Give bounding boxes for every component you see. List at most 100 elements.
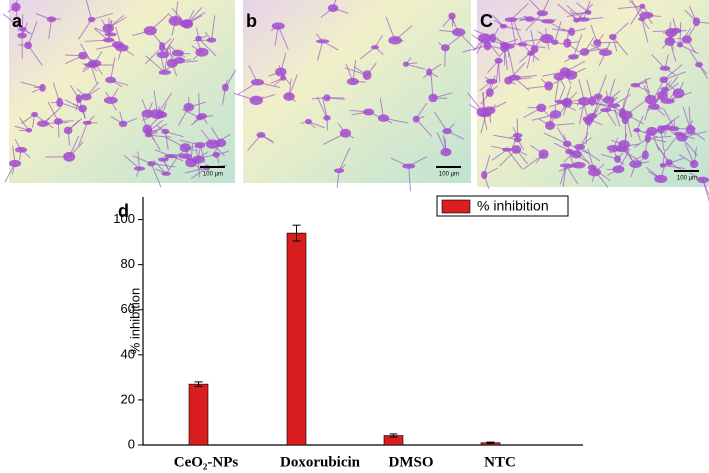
cell-process	[405, 63, 426, 70]
cell-process	[543, 132, 568, 145]
cell	[501, 147, 513, 152]
cell	[507, 74, 521, 81]
cell-process	[317, 41, 324, 61]
cell	[440, 44, 450, 52]
cell	[17, 32, 27, 39]
cell	[561, 97, 573, 108]
cell-process	[506, 149, 523, 170]
cell-process	[617, 5, 643, 9]
cell-process	[415, 118, 433, 137]
cell	[105, 76, 117, 84]
cell	[664, 36, 676, 46]
cell	[388, 36, 402, 45]
cell	[362, 70, 372, 81]
cell	[102, 37, 115, 43]
cell	[633, 128, 641, 133]
cell-process	[636, 115, 644, 131]
cell	[339, 128, 352, 138]
cell-process	[566, 5, 584, 20]
cell-process	[48, 19, 52, 39]
cell	[540, 33, 554, 44]
cell	[181, 19, 194, 29]
cell	[630, 83, 641, 88]
cell	[478, 33, 492, 43]
cell	[78, 51, 88, 60]
cell	[584, 117, 593, 126]
cell	[191, 155, 205, 164]
cell	[602, 96, 615, 104]
cell	[511, 145, 522, 154]
cell	[442, 128, 452, 135]
cell	[215, 138, 227, 148]
cell-process	[572, 33, 583, 58]
error-bar	[389, 433, 398, 438]
cell-process	[408, 166, 412, 192]
cell	[648, 103, 660, 111]
panel-label: C	[480, 11, 493, 31]
cell-process	[144, 46, 163, 65]
cell	[102, 23, 114, 33]
cell	[614, 155, 621, 163]
cell	[323, 94, 331, 102]
cell	[256, 132, 266, 138]
legend-swatch	[441, 199, 471, 214]
cell-process	[557, 3, 578, 21]
cell-process	[165, 156, 178, 175]
cell	[428, 93, 438, 103]
cell	[56, 97, 64, 108]
cell-process	[27, 21, 38, 46]
cell	[629, 160, 642, 168]
cell	[480, 112, 492, 117]
cell-process	[480, 114, 487, 134]
cell-process	[653, 79, 665, 100]
cell-process	[491, 149, 508, 161]
cell	[481, 170, 488, 180]
cell	[440, 148, 452, 157]
cell	[659, 76, 669, 84]
cell	[78, 104, 88, 113]
cell	[31, 111, 39, 118]
cell-process	[562, 165, 567, 187]
cell	[346, 77, 359, 86]
cell-process	[19, 117, 30, 131]
cell	[195, 114, 204, 121]
cell-process	[591, 97, 602, 117]
cell-process	[148, 134, 172, 138]
cell	[141, 109, 154, 118]
cell	[157, 157, 169, 162]
cell	[564, 70, 578, 80]
cell	[371, 45, 379, 50]
y-tick-label: 40	[121, 346, 135, 361]
cell	[104, 32, 117, 37]
cell	[681, 35, 692, 44]
cell-process	[663, 64, 683, 81]
cell	[549, 110, 562, 119]
bar	[286, 232, 307, 446]
cell	[212, 151, 220, 158]
cell	[63, 126, 73, 135]
cell-process	[27, 45, 43, 66]
cell	[183, 102, 195, 112]
cell	[554, 99, 564, 104]
cell	[676, 42, 683, 48]
cell	[665, 159, 673, 166]
cell	[103, 96, 118, 104]
cell-process	[641, 18, 649, 43]
cell-process	[47, 101, 59, 122]
cell	[53, 118, 63, 125]
panel-label: b	[246, 11, 257, 31]
cell-process	[498, 60, 501, 83]
cell	[87, 16, 96, 23]
cell	[485, 88, 494, 97]
cell	[612, 165, 625, 174]
cell-process	[630, 5, 643, 25]
cell	[150, 109, 165, 120]
cell-process	[78, 122, 88, 146]
cell	[327, 4, 339, 13]
cell	[618, 139, 630, 150]
cell	[179, 143, 191, 153]
cell	[142, 124, 153, 135]
cell	[75, 94, 83, 103]
cell	[451, 28, 466, 37]
cell	[659, 65, 671, 71]
